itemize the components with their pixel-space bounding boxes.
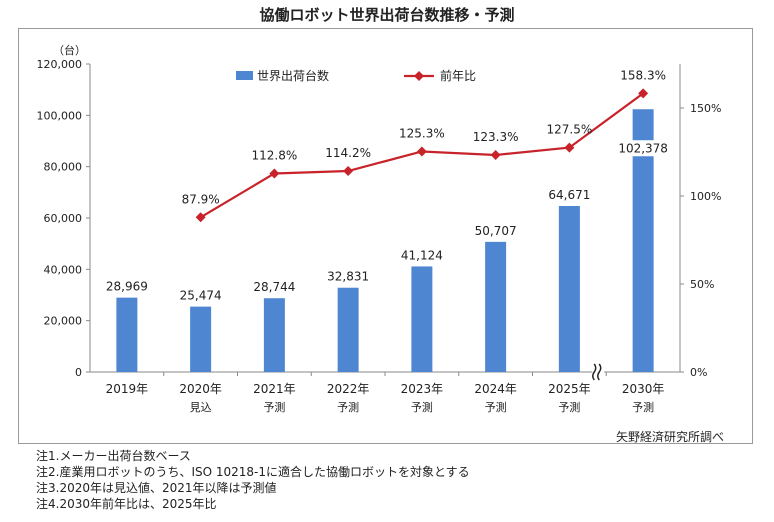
x-category-sublabel: 予測 — [558, 400, 580, 414]
bar-value-label-background — [616, 140, 670, 157]
x-category-sublabel: 予測 — [337, 400, 359, 414]
x-category-label: 2030年 — [622, 382, 665, 396]
axis-break-mark — [597, 363, 602, 381]
legend-line-marker — [414, 71, 424, 81]
axis-break-mark — [592, 363, 597, 381]
ratio-marker — [490, 149, 501, 160]
bar-value-label: 25,474 — [180, 289, 222, 303]
y-right-tick-label: 0% — [690, 366, 707, 379]
x-category-sublabel: 予測 — [632, 400, 654, 414]
x-category-sublabel: 予測 — [485, 400, 507, 414]
ratio-marker — [638, 88, 649, 99]
x-category-label: 2024年 — [474, 382, 517, 396]
ratio-marker — [343, 166, 354, 177]
ratio-value-label: 87.9% — [182, 192, 220, 206]
x-category-label: 2019年 — [106, 382, 149, 396]
ratio-marker — [269, 168, 280, 179]
bar — [337, 287, 359, 372]
ratio-marker — [195, 212, 206, 223]
y-left-unit-label: （台） — [53, 43, 86, 57]
bar — [632, 109, 654, 372]
legend-line-label: 前年比 — [440, 68, 476, 83]
bar-value-label: 28,969 — [106, 280, 148, 294]
y-left-tick-label: 60,000 — [44, 212, 83, 225]
ratio-value-label: 125.3% — [399, 126, 445, 140]
ratio-marker — [564, 142, 575, 153]
bar-value-label: 50,707 — [475, 224, 517, 238]
y-right-tick-label: 100% — [690, 190, 721, 203]
x-category-sublabel: 予測 — [411, 400, 433, 414]
source-credit: 矢野経済研究所調べ — [615, 430, 724, 444]
bar — [263, 298, 285, 372]
ratio-value-label: 127.5% — [546, 123, 592, 137]
bar — [558, 206, 580, 372]
note-2: 注2.産業用ロボットのうち、ISO 10218-1に適合した協働ロボットを対象と… — [36, 465, 470, 479]
bar-value-label: 32,831 — [327, 270, 369, 284]
x-category-label: 2025年 — [548, 382, 591, 396]
bar — [485, 241, 507, 372]
legend-bar-swatch — [236, 71, 253, 80]
y-left-tick-label: 100,000 — [37, 109, 83, 122]
note-1: 注1.メーカー出荷台数ベース — [36, 449, 191, 463]
bar — [116, 297, 138, 372]
x-category-label: 2022年 — [327, 382, 370, 396]
x-category-sublabel: 予測 — [263, 400, 285, 414]
ratio-value-label: 158.3% — [620, 68, 666, 82]
chart-frame — [18, 28, 753, 444]
x-category-label: 2021年 — [253, 382, 296, 396]
ratio-value-label: 112.8% — [251, 148, 297, 162]
x-category-label: 2023年 — [401, 382, 444, 396]
bar — [190, 306, 212, 372]
notes-block: 注1.メーカー出荷台数ベース 注2.産業用ロボットのうち、ISO 10218-1… — [36, 448, 470, 512]
ratio-value-label: 123.3% — [473, 130, 519, 144]
y-left-tick-label: 80,000 — [44, 161, 83, 174]
bar-value-label: 41,124 — [401, 248, 443, 262]
y-left-tick-label: 20,000 — [44, 315, 83, 328]
bar-value-label: 64,671 — [548, 188, 590, 202]
note-4: 注4.2030年前年比は、2025年比 — [36, 497, 217, 511]
legend-bar-label: 世界出荷台数 — [257, 68, 329, 83]
y-right-tick-label: 50% — [690, 278, 714, 291]
ratio-marker — [416, 146, 427, 157]
x-category-label: 2020年 — [179, 382, 222, 396]
x-category-sublabel: 見込 — [190, 401, 212, 414]
bar-value-label: 28,744 — [253, 280, 295, 294]
y-right-tick-label: 150% — [690, 102, 721, 115]
bar — [411, 266, 433, 372]
ratio-value-label: 114.2% — [325, 146, 371, 160]
chart-title: 協働ロボット世界出荷台数推移・予測 — [259, 6, 515, 24]
y-left-tick-label: 0 — [75, 366, 82, 379]
y-left-tick-label: 40,000 — [44, 263, 83, 276]
y-left-tick-label: 120,000 — [37, 58, 83, 71]
note-3: 注3.2020年は見込値、2021年以降は予測値 — [36, 481, 277, 495]
bar-value-label: 102,378 — [618, 141, 668, 155]
